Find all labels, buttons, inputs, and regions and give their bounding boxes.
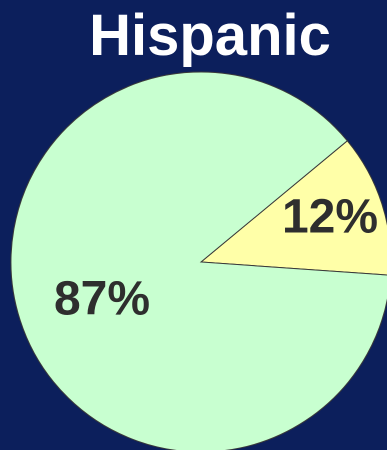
chart-title: Hispanic [89,3,331,68]
pie-label-12: 12% [282,191,378,244]
pie-slices [10,71,387,450]
pie-label-87: 87% [54,273,150,326]
pie-labels: 12% 87% [54,191,378,326]
pie-slice-87 [10,71,387,450]
pie-slice-12 [199,140,387,276]
